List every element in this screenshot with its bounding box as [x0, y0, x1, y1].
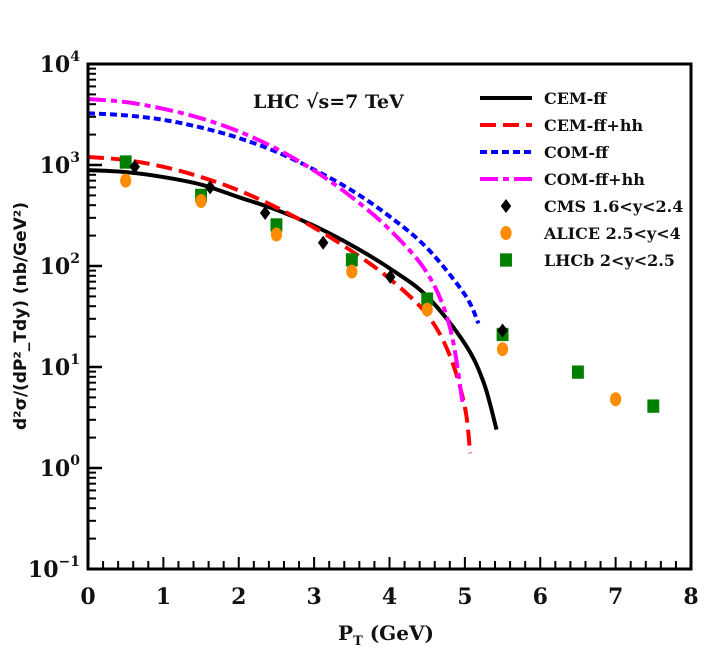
x-tick-label: 6 [533, 584, 548, 610]
legend-label: LHCb 2<y<2.5 [544, 251, 675, 270]
x-axis-label: PT (GeV) [338, 621, 434, 649]
y-tick-label: 10−1 [28, 554, 80, 583]
x-tick-label: 7 [608, 584, 623, 610]
square-marker [647, 399, 660, 413]
x-tick-label: 4 [382, 584, 397, 610]
diamond-marker [204, 180, 216, 195]
diamond-marker [497, 323, 508, 338]
diamond-marker [385, 269, 396, 284]
x-tick-label: 5 [457, 584, 472, 610]
legend-label: CEM-ff [544, 89, 607, 108]
x-tick-label: 1 [156, 584, 171, 610]
y-axis-ticks [88, 67, 102, 571]
y-axis-tick-labels: 104 103 102 101 100 10−1 [28, 49, 80, 583]
circle-marker [120, 173, 132, 188]
energy-annotation: LHC √s=7 TeV [253, 91, 405, 113]
circle-marker [270, 227, 283, 242]
circle-marker [346, 264, 358, 279]
circle-marker [610, 392, 622, 407]
square-marker [571, 365, 584, 379]
y-axis-label: d²σ/(dP²_Tdy) (nb/GeV²) [11, 202, 31, 430]
plot-frame [86, 62, 693, 571]
square-marker [500, 253, 512, 267]
x-axis-tick-labels: 0 1 2 3 4 5 6 7 8 [80, 584, 698, 610]
legend-label: CMS 1.6<y<2.4 [544, 197, 683, 216]
curve-com-ff-hh [87, 97, 465, 404]
data-points [119, 155, 660, 413]
circle-marker [500, 226, 512, 240]
legend-item: ALICE 2.5<y<4 [500, 224, 681, 243]
y-tick-label: 104 [40, 49, 81, 78]
diamond-marker [317, 235, 329, 250]
legend-item: CMS 1.6<y<2.4 [500, 197, 683, 216]
circle-marker [496, 342, 509, 357]
x-tick-label: 0 [80, 584, 95, 610]
x-tick-label: 3 [306, 584, 321, 610]
legend-label: ALICE 2.5<y<4 [543, 224, 681, 243]
legend-item: CEM-ff [480, 89, 607, 108]
legend-label: CEM-ff+hh [544, 116, 643, 135]
square-marker [270, 218, 283, 232]
legend: CEM-ff CEM-ff+hh COM-ff COM-ff+hh CMS 1.6<y<… [480, 89, 683, 270]
square-marker [345, 253, 358, 267]
diamond-marker [259, 205, 271, 220]
square-marker [421, 292, 434, 306]
legend-item: COM-ff+hh [480, 170, 645, 189]
diamond-marker [500, 199, 512, 213]
legend-label: COM-ff [544, 143, 609, 162]
diamond-marker [129, 159, 140, 174]
model-curves [87, 97, 499, 454]
y-tick-label: 101 [40, 352, 80, 381]
curve-cem-ff-hh [87, 155, 473, 454]
square-marker [119, 155, 132, 169]
circle-marker [195, 194, 207, 209]
y-tick-label: 103 [40, 150, 80, 179]
circle-marker [421, 302, 433, 317]
legend-item: CEM-ff+hh [480, 116, 643, 135]
curve-cem-ff [87, 168, 499, 431]
legend-item: LHCb 2<y<2.5 [500, 251, 675, 270]
y-tick-label: 102 [40, 251, 80, 280]
legend-item: COM-ff [480, 143, 609, 162]
x-axis-ticks [87, 557, 692, 569]
x-tick-label: 8 [683, 584, 698, 610]
legend-label: COM-ff+hh [544, 170, 645, 189]
y-tick-label: 100 [40, 453, 81, 482]
x-tick-label: 2 [231, 584, 246, 610]
